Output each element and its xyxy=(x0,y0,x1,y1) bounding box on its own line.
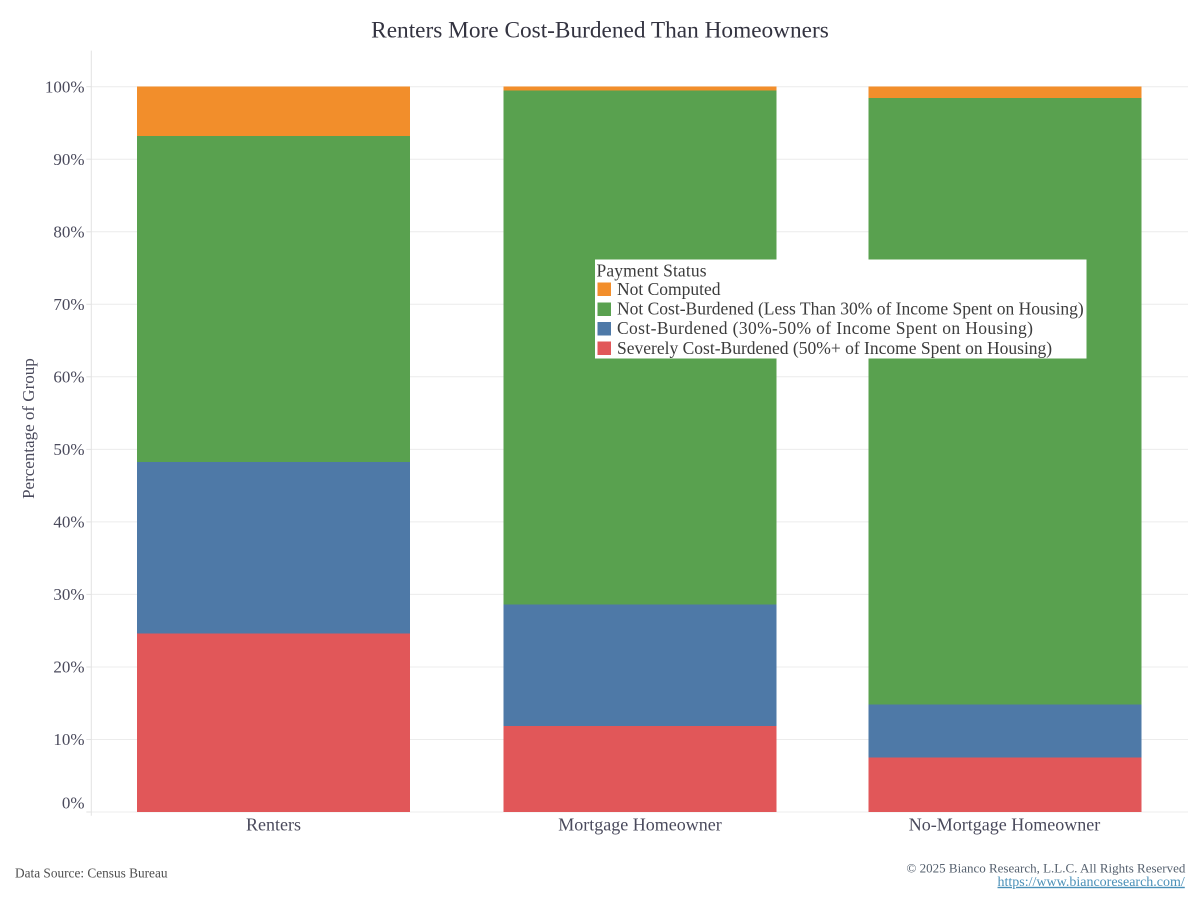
svg-text:© 2025 Bianco Research, L.L.C.: © 2025 Bianco Research, L.L.C. All Right… xyxy=(907,860,1186,875)
svg-text:100%: 100% xyxy=(45,77,85,96)
svg-text:Severely Cost-Burdened (50%+ o: Severely Cost-Burdened (50%+ of Income S… xyxy=(617,338,1052,358)
svg-text:90%: 90% xyxy=(53,150,84,169)
svg-text:10%: 10% xyxy=(53,730,84,749)
svg-text:Not Cost-Burdened (Less Than 3: Not Cost-Burdened (Less Than 30% of Inco… xyxy=(617,299,1084,319)
svg-text:Percentage of Group: Percentage of Group xyxy=(19,358,38,499)
svg-text:Payment Status: Payment Status xyxy=(597,260,707,280)
svg-text:70%: 70% xyxy=(53,295,84,314)
svg-text:No-Mortgage Homeowner: No-Mortgage Homeowner xyxy=(909,815,1100,835)
svg-text:Not Computed: Not Computed xyxy=(617,279,721,299)
svg-text:Cost-Burdened (30%-50% of Inco: Cost-Burdened (30%-50% of Income Spent o… xyxy=(617,318,1033,338)
svg-text:Mortgage Homeowner: Mortgage Homeowner xyxy=(558,815,721,835)
svg-text:https://www.biancoresearch.com: https://www.biancoresearch.com/ xyxy=(998,875,1185,890)
svg-text:0%: 0% xyxy=(62,794,85,813)
svg-text:Renters: Renters xyxy=(246,815,301,835)
svg-text:80%: 80% xyxy=(53,222,84,241)
svg-text:Data Source: Census Bureau: Data Source: Census Bureau xyxy=(15,866,168,881)
svg-text:30%: 30% xyxy=(53,585,84,604)
svg-text:60%: 60% xyxy=(53,367,84,386)
svg-text:50%: 50% xyxy=(53,440,84,459)
svg-text:Renters More Cost-Burdened Tha: Renters More Cost-Burdened Than Homeowne… xyxy=(371,18,829,44)
svg-text:20%: 20% xyxy=(53,658,84,677)
svg-text:40%: 40% xyxy=(53,513,84,532)
